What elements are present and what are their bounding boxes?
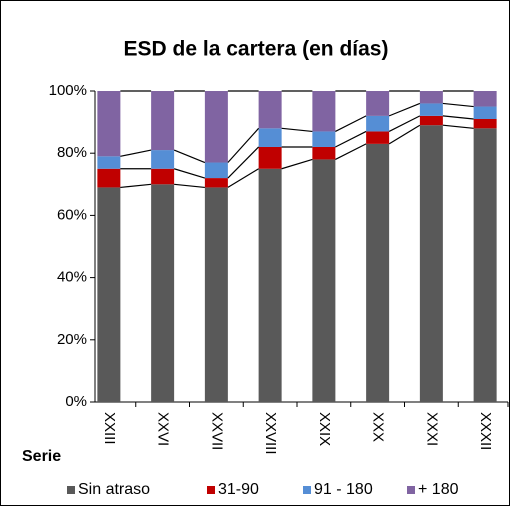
series-line: [120, 183, 152, 189]
series-line: [335, 130, 367, 148]
series-line: [120, 149, 152, 157]
series-line: [173, 168, 206, 179]
x-tick-group: XXXII: [477, 412, 494, 450]
bar-segment: [419, 103, 443, 116]
legend-swatch: [207, 486, 215, 494]
bar-segment: [312, 146, 336, 160]
series-line: [281, 158, 313, 170]
x-tick-group: XXIX: [316, 412, 333, 446]
x-tick-group: XXXI: [423, 412, 440, 446]
series-line: [335, 115, 367, 132]
series-line: [388, 124, 421, 145]
legend-label: 31-90: [218, 481, 259, 498]
x-axis-label: Serie: [22, 448, 61, 465]
series-line: [227, 127, 260, 163]
series-line: [281, 127, 313, 133]
series-line: [173, 149, 206, 164]
bar-segment: [151, 91, 175, 151]
x-tick-label: XXVIII: [262, 412, 279, 455]
bar-segment: [97, 187, 121, 402]
bar-segment: [312, 91, 336, 132]
bar-segment: [366, 143, 390, 402]
bar-segment: [312, 131, 336, 147]
bar-segment: [366, 91, 390, 116]
series-line: [442, 124, 474, 129]
y-tick-label: 40%: [57, 269, 87, 286]
bar-segment: [204, 187, 228, 402]
bar-segment: [97, 156, 121, 169]
x-tick-group: XXIII: [101, 412, 118, 445]
x-tick-group: XXVI: [155, 412, 172, 446]
series-line: [388, 102, 421, 117]
legend-swatch: [67, 486, 75, 494]
series-line: [335, 143, 367, 160]
series-line: [388, 115, 421, 132]
bar-segment: [97, 168, 121, 188]
x-tick-group: XXVII: [208, 412, 225, 450]
bar-segment: [97, 91, 121, 157]
bar-segment: [204, 162, 228, 179]
x-tick-group: XXVIII: [262, 412, 279, 455]
bar-segment: [151, 168, 175, 185]
y-tick-label: 0%: [65, 393, 87, 410]
bar-segment: [151, 150, 175, 169]
bar-segment: [419, 125, 443, 403]
y-tick-label: 100%: [49, 82, 87, 99]
bar-segment: [258, 91, 282, 129]
y-tick-label: 20%: [57, 331, 87, 348]
bar-segment: [258, 146, 282, 169]
bar-segment: [473, 106, 497, 119]
x-tick-label: XXXII: [477, 412, 494, 450]
bar-segment: [258, 128, 282, 147]
y-tick-label: 60%: [57, 206, 87, 223]
y-tick-label: 80%: [57, 144, 87, 161]
x-tick-label: XXX: [370, 412, 387, 442]
bar-segment: [204, 91, 228, 163]
bar-segment: [151, 184, 175, 402]
series-line: [227, 168, 259, 188]
x-tick-label: XXXI: [423, 412, 440, 446]
legend-swatch: [303, 486, 311, 494]
bar-segment: [258, 168, 282, 402]
bar-segment: [473, 91, 497, 107]
series-line: [442, 115, 474, 120]
x-tick-label: XXVII: [208, 412, 225, 450]
x-tick-label: XXIX: [316, 412, 333, 446]
chart-title: ESD de la cartera (en días): [124, 38, 389, 61]
bar-segment: [312, 159, 336, 402]
x-tick-label: XXIII: [101, 412, 118, 445]
legend-label: Sin atraso: [78, 481, 150, 498]
x-tick-label: XXVI: [155, 412, 172, 446]
bar-segment: [366, 131, 390, 144]
series-line: [227, 146, 260, 179]
legend-label: + 180: [418, 481, 459, 498]
bar-segment: [473, 128, 497, 402]
bar-segment: [473, 118, 497, 129]
bar-segment: [419, 115, 443, 126]
bar-segment: [366, 115, 390, 132]
series-line: [174, 183, 205, 189]
series-line: [442, 102, 474, 108]
bar-segment: [204, 178, 228, 188]
legend-label: 91 - 180: [314, 481, 373, 498]
bar-segment: [419, 91, 443, 104]
legend-swatch: [407, 486, 415, 494]
x-tick-group: XXX: [370, 412, 387, 442]
